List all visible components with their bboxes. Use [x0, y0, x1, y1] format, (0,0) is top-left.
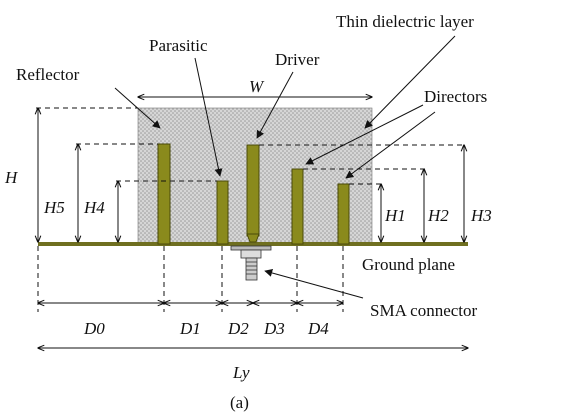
- directors-label: Directors: [424, 87, 487, 106]
- parasitic-label: Parasitic: [149, 36, 208, 55]
- h1-dim-label: H1: [384, 206, 406, 225]
- directors-leader-1: [305, 104, 424, 165]
- directors-leader-2: [345, 111, 436, 179]
- director-element-2: [337, 183, 350, 245]
- h3-dim-label: H3: [470, 206, 492, 225]
- driver-leader: [256, 71, 294, 139]
- director-element-1: [291, 168, 304, 245]
- ground-plane-label: Ground plane: [362, 255, 455, 274]
- h2-dim-label: H2: [427, 206, 449, 225]
- parasitic-element: [216, 180, 229, 245]
- h5-dim-label: H5: [43, 198, 65, 217]
- sma-connector-label: SMA connector: [370, 301, 478, 320]
- d4-dim-label: D4: [307, 319, 329, 338]
- h-dim-label: H: [4, 168, 19, 187]
- reflector-label: Reflector: [16, 65, 80, 84]
- driver-feed-taper: [246, 233, 260, 243]
- driver-label: Driver: [275, 50, 320, 69]
- dielectric-leader: [364, 35, 456, 129]
- thin-dielectric-label: Thin dielectric layer: [336, 12, 474, 31]
- sma-leader: [264, 269, 364, 299]
- caption-label: (a): [230, 393, 249, 412]
- parasitic-leader: [194, 57, 223, 177]
- d1-dim-label: D1: [179, 319, 201, 338]
- d2-dim-label: D2: [227, 319, 249, 338]
- ground-plane: [38, 242, 468, 246]
- reflector-element: [157, 143, 171, 245]
- d3-dim-label: D3: [263, 319, 285, 338]
- ly-dim-label: Ly: [232, 363, 250, 382]
- w-dim-label: W: [249, 77, 265, 96]
- h4-dim-label: H4: [83, 198, 105, 217]
- sma-connector: [230, 245, 272, 281]
- driver-element: [246, 144, 260, 237]
- d0-dim-label: D0: [83, 319, 105, 338]
